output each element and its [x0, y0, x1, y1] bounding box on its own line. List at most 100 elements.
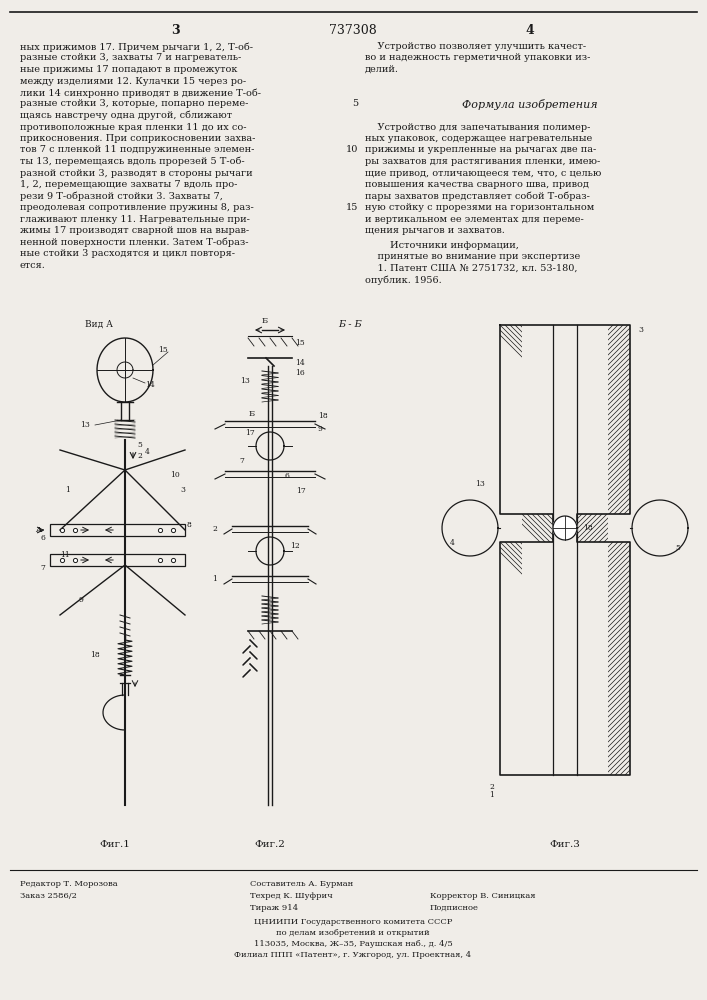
Text: Заказ 2586/2: Заказ 2586/2 — [20, 892, 77, 900]
Text: Фиг.2: Фиг.2 — [255, 840, 286, 849]
Text: 11: 11 — [60, 551, 70, 559]
Text: прижимы и укрепленные на рычагах две па-: прижимы и укрепленные на рычагах две па- — [365, 145, 596, 154]
Text: ненной поверхности пленки. Затем Т-образ-: ненной поверхности пленки. Затем Т-образ… — [20, 237, 248, 247]
Text: рези 9 Т-образной стойки 3. Захваты 7,: рези 9 Т-образной стойки 3. Захваты 7, — [20, 192, 223, 201]
Text: Формула изобретения: Формула изобретения — [462, 100, 598, 110]
Text: Б: Б — [262, 317, 268, 325]
Polygon shape — [553, 516, 577, 540]
Text: Б - Б: Б - Б — [338, 320, 362, 329]
Text: 15: 15 — [295, 339, 305, 347]
Text: 4: 4 — [450, 539, 455, 547]
Text: 15: 15 — [158, 346, 168, 354]
Text: 7: 7 — [239, 457, 244, 465]
Text: тов 7 с пленкой 11 подпружиненные элемен-: тов 7 с пленкой 11 подпружиненные элемен… — [20, 145, 255, 154]
Text: жимы 17 производят сварной шов на вырав-: жимы 17 производят сварной шов на вырав- — [20, 226, 249, 235]
Text: Б: Б — [249, 410, 255, 418]
Text: 12: 12 — [290, 542, 300, 550]
Text: опублик. 1956.: опублик. 1956. — [365, 275, 442, 285]
Text: 2: 2 — [489, 783, 494, 791]
Text: глаживают пленку 11. Нагревательные при-: глаживают пленку 11. Нагревательные при- — [20, 215, 250, 224]
Text: 13: 13 — [475, 480, 485, 488]
Text: 737308: 737308 — [329, 24, 377, 37]
Text: 13: 13 — [80, 421, 90, 429]
Text: 17: 17 — [245, 429, 255, 437]
Text: ную стойку с прорезями на горизонтальном: ную стойку с прорезями на горизонтальном — [365, 203, 595, 212]
Text: 6: 6 — [285, 472, 290, 480]
Text: между изделиями 12. Кулачки 15 через ро-: между изделиями 12. Кулачки 15 через ро- — [20, 77, 246, 86]
Text: ные стойки 3 расходятся и цикл повторя-: ные стойки 3 расходятся и цикл повторя- — [20, 249, 235, 258]
Text: 10: 10 — [346, 145, 358, 154]
Text: разные стойки 3, которые, попарно переме-: разные стойки 3, которые, попарно переме… — [20, 100, 248, 108]
Text: разной стойки 3, разводят в стороны рычаги: разной стойки 3, разводят в стороны рыча… — [20, 168, 252, 178]
Text: 5: 5 — [137, 441, 142, 449]
Text: Техред К. Шуфрич: Техред К. Шуфрич — [250, 892, 333, 900]
Text: 5: 5 — [352, 100, 358, 108]
Polygon shape — [632, 500, 688, 556]
Text: пары захватов представляет собой Т-образ-: пары захватов представляет собой Т-образ… — [365, 192, 590, 201]
Text: 18: 18 — [318, 412, 328, 420]
Text: 16: 16 — [295, 369, 305, 377]
Text: повышения качества сварного шва, привод: повышения качества сварного шва, привод — [365, 180, 589, 189]
Text: Подписное: Подписное — [430, 904, 479, 912]
Polygon shape — [442, 500, 498, 556]
Text: 3: 3 — [638, 326, 643, 334]
Bar — [50, 554, 185, 566]
Text: 18: 18 — [583, 524, 592, 532]
Text: Устройство позволяет улучшить качест-: Устройство позволяет улучшить качест- — [365, 42, 586, 51]
Text: принятые во внимание при экспертизе: принятые во внимание при экспертизе — [365, 252, 580, 261]
Text: 1: 1 — [489, 791, 494, 799]
Text: делий.: делий. — [365, 65, 399, 74]
Text: 8: 8 — [187, 521, 192, 529]
Text: 1, 2, перемещающие захваты 7 вдоль про-: 1, 2, перемещающие захваты 7 вдоль про- — [20, 180, 238, 189]
Text: 4: 4 — [145, 448, 150, 456]
Text: 7: 7 — [40, 564, 45, 572]
Text: во и надежность герметичной упаковки из-: во и надежность герметичной упаковки из- — [365, 53, 590, 62]
Text: разные стойки 3, захваты 7 и нагреватель-: разные стойки 3, захваты 7 и нагреватель… — [20, 53, 241, 62]
Text: Фиг.1: Фиг.1 — [100, 840, 130, 849]
Text: преодолевая сопротивление пружины 8, раз-: преодолевая сопротивление пружины 8, раз… — [20, 203, 254, 212]
Text: ры захватов для растягивания пленки, имею-: ры захватов для растягивания пленки, име… — [365, 157, 600, 166]
Text: и вертикальном ее элементах для переме-: и вертикальном ее элементах для переме- — [365, 215, 584, 224]
Text: Филиал ППП «Патент», г. Ужгород, ул. Проектная, 4: Филиал ППП «Патент», г. Ужгород, ул. Про… — [235, 951, 472, 959]
Text: Вид А: Вид А — [85, 320, 113, 329]
Text: ЦНИИПИ Государственного комитета СССР: ЦНИИПИ Государственного комитета СССР — [254, 918, 452, 926]
Text: ные прижимы 17 попадают в промежуток: ные прижимы 17 попадают в промежуток — [20, 65, 238, 74]
Text: 1. Патент США № 2751732, кл. 53-180,: 1. Патент США № 2751732, кл. 53-180, — [365, 264, 578, 273]
Text: 9: 9 — [78, 596, 83, 604]
Text: 6: 6 — [40, 534, 45, 542]
Text: 14: 14 — [295, 359, 305, 367]
Text: Редактор Т. Морозова: Редактор Т. Морозова — [20, 880, 117, 888]
Text: 3: 3 — [180, 486, 185, 494]
Text: 2: 2 — [212, 525, 217, 533]
Text: ных прижимов 17. Причем рычаги 1, 2, Т-об-: ных прижимов 17. Причем рычаги 1, 2, Т-о… — [20, 42, 253, 51]
Text: 18: 18 — [90, 651, 100, 659]
Text: 14: 14 — [145, 381, 155, 389]
Text: 4: 4 — [525, 24, 534, 37]
Text: щие привод, отличающееся тем, что, с целью: щие привод, отличающееся тем, что, с цел… — [365, 168, 602, 178]
Text: ты 13, перемещаясь вдоль прорезей 5 Т-об-: ты 13, перемещаясь вдоль прорезей 5 Т-об… — [20, 157, 245, 166]
Text: 17: 17 — [296, 487, 305, 495]
Text: Устройство для запечатывания полимер-: Устройство для запечатывания полимер- — [365, 122, 590, 131]
Text: A: A — [35, 526, 41, 534]
Text: Тираж 914: Тираж 914 — [250, 904, 298, 912]
Text: ных упаковок, содержащее нагревательные: ных упаковок, содержащее нагревательные — [365, 134, 592, 143]
Text: 5: 5 — [675, 544, 680, 552]
Text: 113035, Москва, Ж–35, Раушская наб., д. 4/5: 113035, Москва, Ж–35, Раушская наб., д. … — [254, 940, 452, 948]
Text: Корректор В. Синицкая: Корректор В. Синицкая — [430, 892, 535, 900]
Text: Составитель А. Бурман: Составитель А. Бурман — [250, 880, 354, 888]
Text: 13: 13 — [240, 377, 250, 385]
Text: 2: 2 — [137, 452, 142, 460]
Text: 10: 10 — [170, 471, 180, 479]
Text: противоположные края пленки 11 до их со-: противоположные края пленки 11 до их со- — [20, 122, 247, 131]
Text: Фиг.3: Фиг.3 — [549, 840, 580, 849]
Text: 9: 9 — [318, 425, 323, 433]
Text: 1: 1 — [65, 486, 70, 494]
Text: 1: 1 — [212, 575, 217, 583]
Bar — [50, 524, 185, 536]
Text: по делам изобретений и открытий: по делам изобретений и открытий — [276, 929, 430, 937]
Text: щаясь навстречу одна другой, сближают: щаясь навстречу одна другой, сближают — [20, 111, 232, 120]
Text: 15: 15 — [346, 203, 358, 212]
Text: лики 14 синхронно приводят в движение Т-об-: лики 14 синхронно приводят в движение Т-… — [20, 88, 261, 98]
Text: щения рычагов и захватов.: щения рычагов и захватов. — [365, 226, 505, 235]
Text: 3: 3 — [170, 24, 180, 37]
